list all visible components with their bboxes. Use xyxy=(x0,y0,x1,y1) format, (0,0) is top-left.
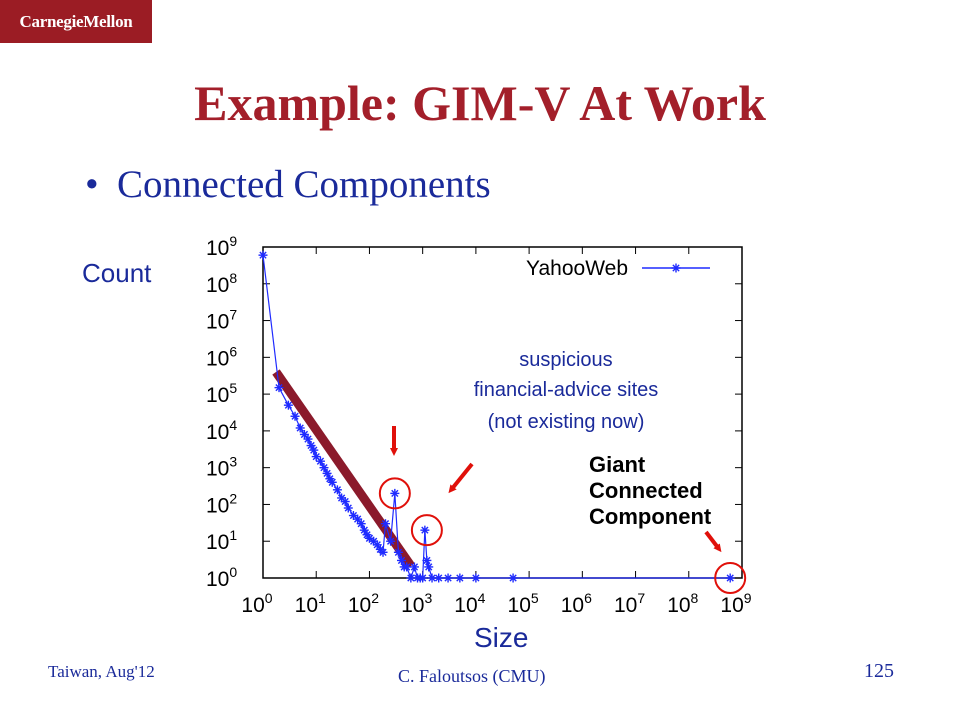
data-point xyxy=(290,411,300,421)
highlight-circle xyxy=(714,562,747,594)
legend-marker xyxy=(671,263,681,273)
x-tick-label: 104 xyxy=(454,590,485,617)
x-tick-label: 100 xyxy=(241,590,272,617)
data-point xyxy=(427,573,437,583)
data-point xyxy=(315,456,325,466)
data-point xyxy=(424,562,434,572)
giant-component-label-line: Giant xyxy=(589,452,646,477)
x-axis-label: Size xyxy=(474,622,529,653)
arrow-diagonal-icon xyxy=(448,462,474,494)
y-axis-label: Count xyxy=(82,258,152,288)
suspicious-annotation-line: (not existing now) xyxy=(488,411,645,433)
data-point xyxy=(299,429,309,439)
data-point xyxy=(340,497,350,507)
data-point xyxy=(390,488,400,498)
x-tick-label: 108 xyxy=(667,590,698,617)
highlight-circle xyxy=(410,514,443,547)
data-point xyxy=(274,383,284,393)
x-tick-label: 106 xyxy=(561,590,592,617)
giant-component-label-line: Component xyxy=(589,504,712,529)
bullet-dot-icon: • xyxy=(85,163,99,206)
data-point xyxy=(258,250,268,260)
data-point xyxy=(455,573,465,583)
page-number: 125 xyxy=(864,660,894,682)
data-point xyxy=(327,477,337,487)
data-point xyxy=(283,400,293,410)
data-point xyxy=(386,536,396,546)
data-point xyxy=(356,519,366,529)
data-point xyxy=(378,547,388,557)
x-tick-label: 109 xyxy=(720,590,751,617)
data-point xyxy=(343,503,353,513)
data-point xyxy=(303,434,313,444)
y-tick-label: 107 xyxy=(206,307,237,334)
y-tick-label: 105 xyxy=(206,380,237,407)
slide-title: Example: GIM-V At Work xyxy=(194,75,766,131)
y-tick-label: 100 xyxy=(206,564,237,591)
y-tick-label: 103 xyxy=(206,454,237,481)
x-tick-label: 107 xyxy=(614,590,645,617)
data-point xyxy=(372,540,382,550)
data-point xyxy=(402,562,412,572)
footer-author: C. Faloutsos (CMU) xyxy=(398,666,546,686)
data-point xyxy=(306,441,316,451)
giant-component-label-line: Connected xyxy=(589,478,703,503)
data-point xyxy=(434,573,444,583)
x-tick-label: 101 xyxy=(295,590,326,617)
data-point xyxy=(471,573,481,583)
data-point xyxy=(443,573,453,583)
y-tick-label: 104 xyxy=(206,417,237,444)
x-tick-label: 105 xyxy=(508,590,539,617)
bullet-text: Connected Components xyxy=(117,163,491,206)
data-point xyxy=(380,519,390,529)
footer-location: Taiwan, Aug'12 xyxy=(48,662,155,681)
y-tick-label: 102 xyxy=(206,490,237,517)
data-point xyxy=(409,562,419,572)
data-point xyxy=(725,573,735,583)
y-tick-label: 109 xyxy=(206,233,237,260)
x-tick-label: 102 xyxy=(348,590,379,617)
carnegie-mellon-logo: CarnegieMellon xyxy=(0,0,152,43)
highlight-circle xyxy=(378,477,411,510)
data-point xyxy=(508,573,518,583)
data-point xyxy=(418,573,428,583)
legend-label: YahooWeb xyxy=(526,257,628,280)
x-tick-label: 103 xyxy=(401,590,432,617)
data-point xyxy=(295,423,305,433)
suspicious-annotation-line: financial-advice sites xyxy=(474,379,659,401)
y-tick-label: 101 xyxy=(206,527,237,554)
y-tick-label: 106 xyxy=(206,343,237,370)
bullet-item: • Connected Components xyxy=(85,162,491,207)
arrow-giant-icon xyxy=(704,530,722,553)
data-point xyxy=(393,547,403,557)
data-point xyxy=(420,525,430,535)
data-point xyxy=(332,485,342,495)
suspicious-annotation-line: suspicious xyxy=(519,349,612,371)
y-tick-label: 108 xyxy=(206,270,237,297)
data-point xyxy=(353,514,363,524)
